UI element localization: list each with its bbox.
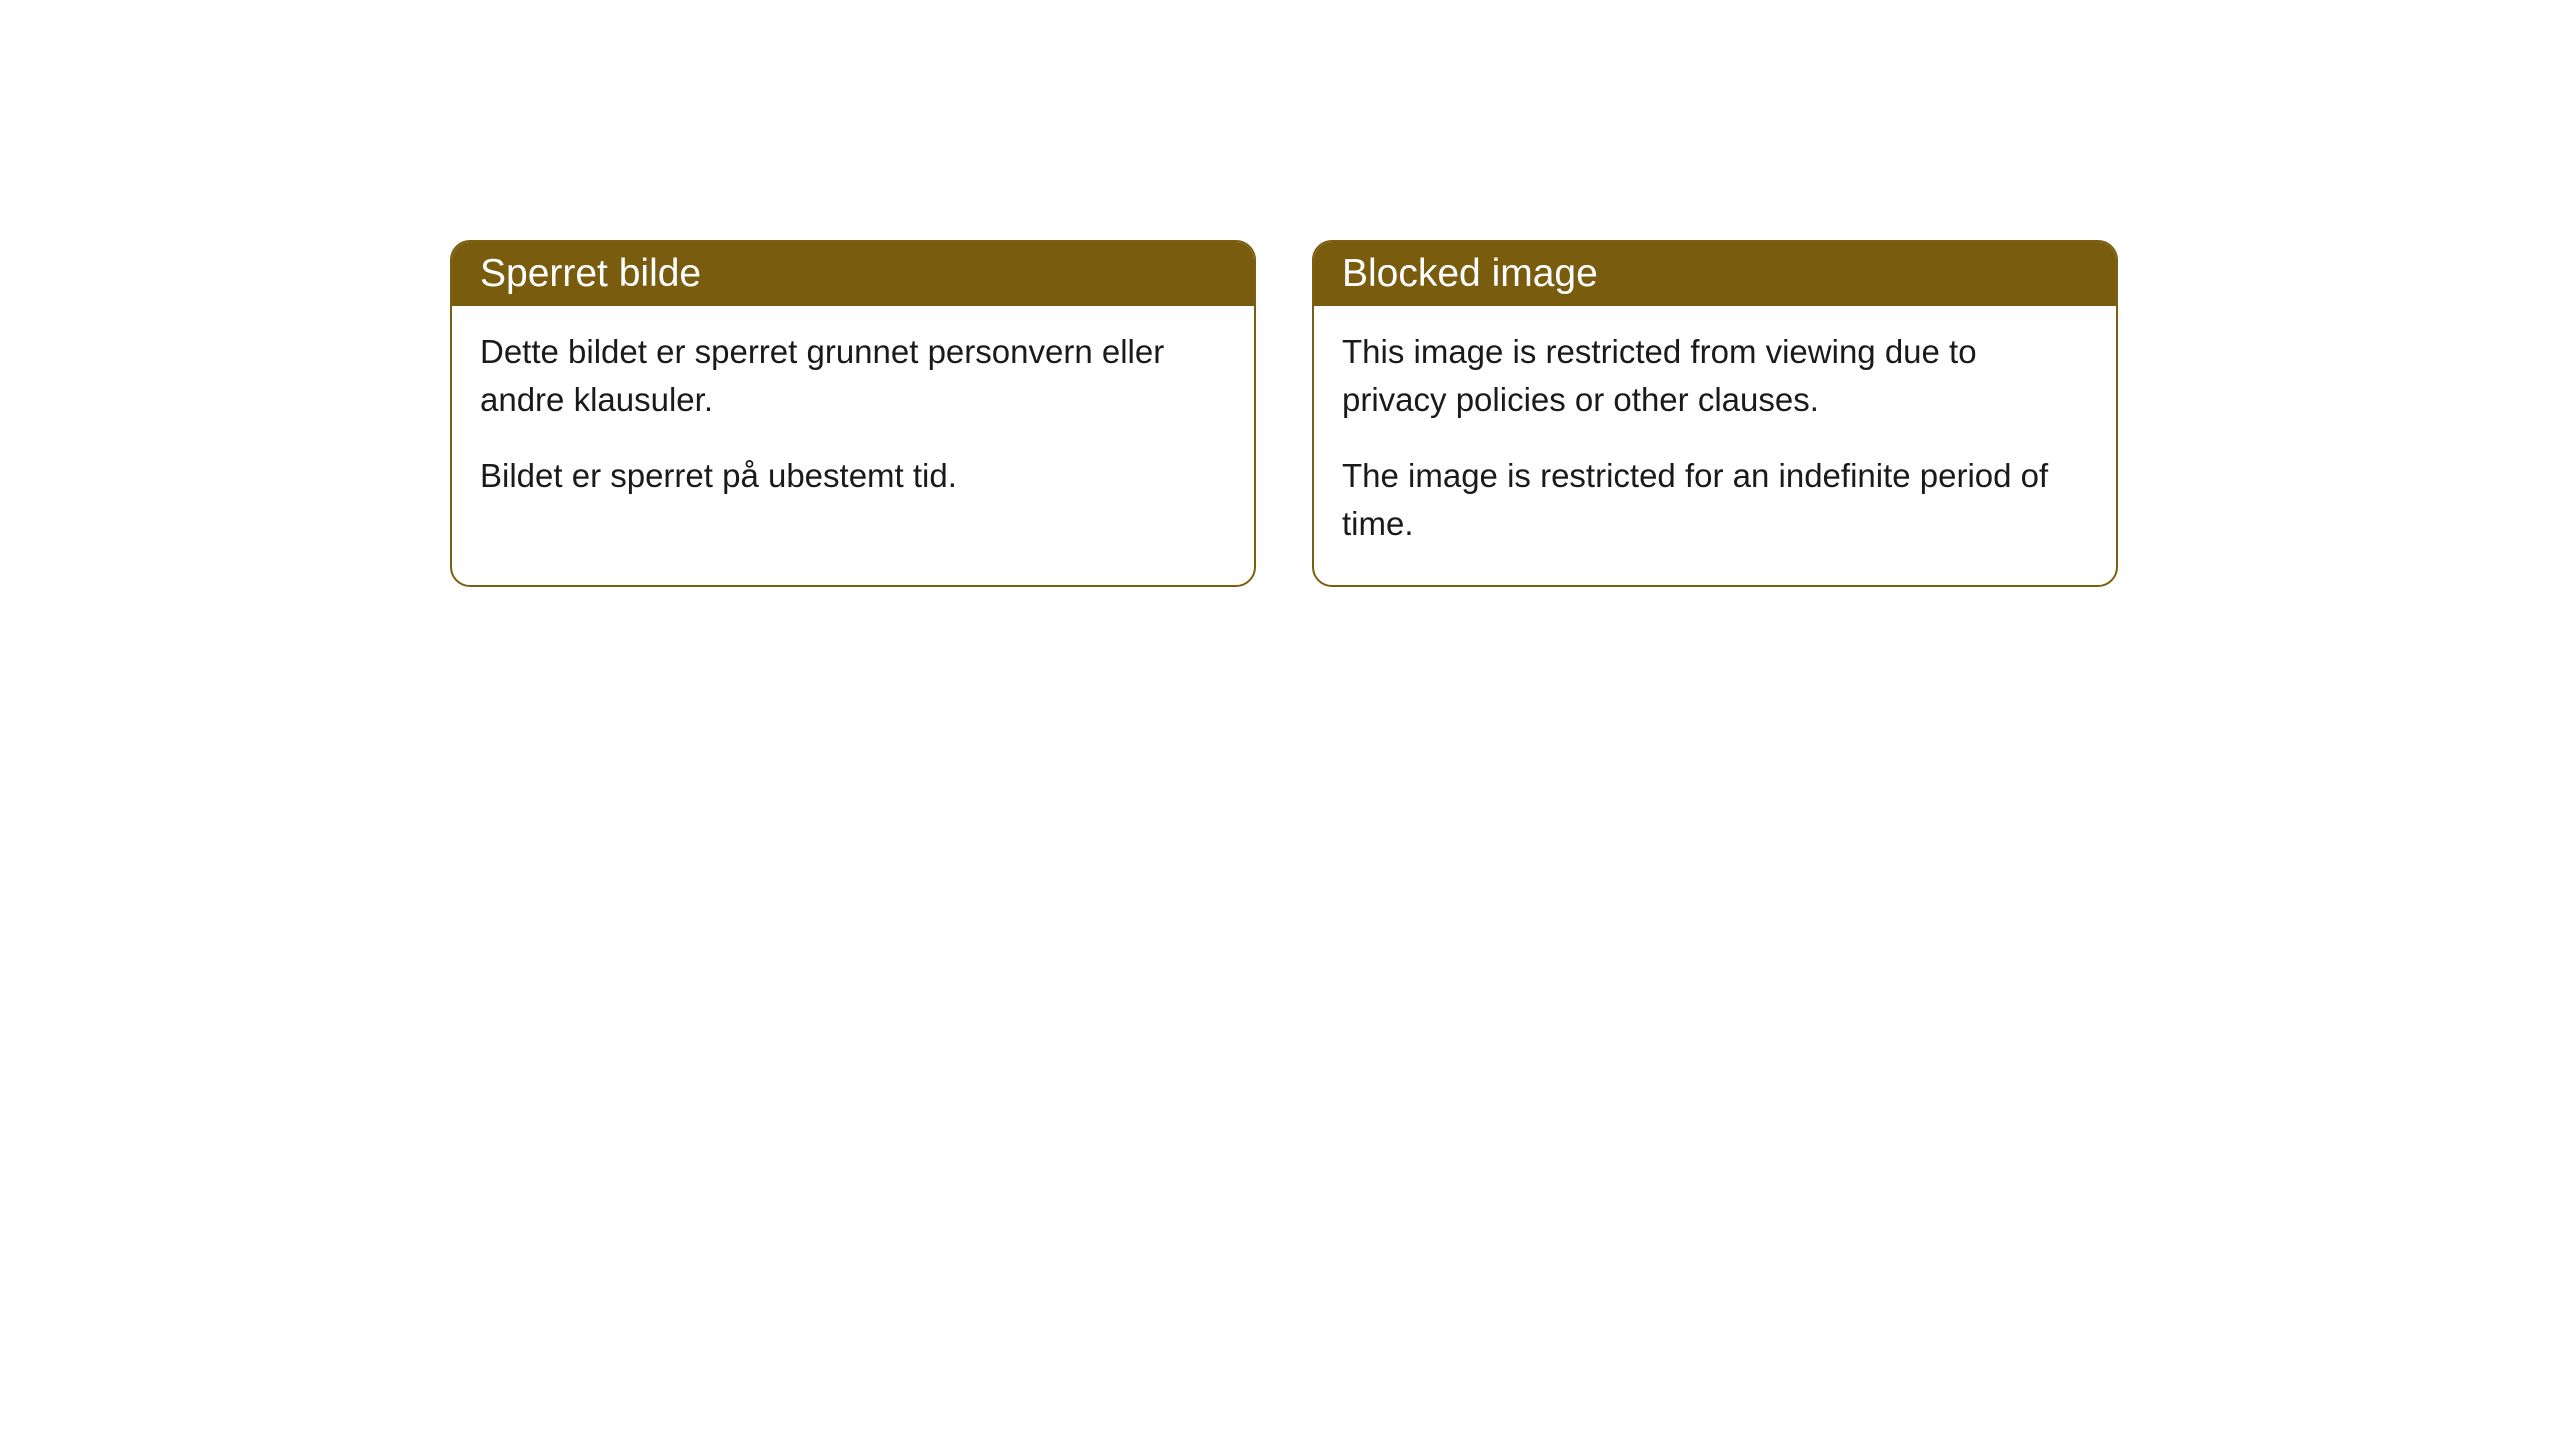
card-paragraph: Dette bildet er sperret grunnet personve… xyxy=(480,328,1226,424)
card-header: Blocked image xyxy=(1314,242,2116,306)
card-header: Sperret bilde xyxy=(452,242,1254,306)
notice-card-norwegian: Sperret bilde Dette bildet er sperret gr… xyxy=(450,240,1256,587)
notice-card-english: Blocked image This image is restricted f… xyxy=(1312,240,2118,587)
card-title: Sperret bilde xyxy=(480,252,701,295)
notice-cards-container: Sperret bilde Dette bildet er sperret gr… xyxy=(450,240,2118,587)
card-paragraph: Bildet er sperret på ubestemt tid. xyxy=(480,452,1226,500)
card-title: Blocked image xyxy=(1342,252,1598,295)
card-paragraph: The image is restricted for an indefinit… xyxy=(1342,452,2088,548)
card-paragraph: This image is restricted from viewing du… xyxy=(1342,328,2088,424)
card-body: Dette bildet er sperret grunnet personve… xyxy=(452,306,1254,538)
card-body: This image is restricted from viewing du… xyxy=(1314,306,2116,585)
